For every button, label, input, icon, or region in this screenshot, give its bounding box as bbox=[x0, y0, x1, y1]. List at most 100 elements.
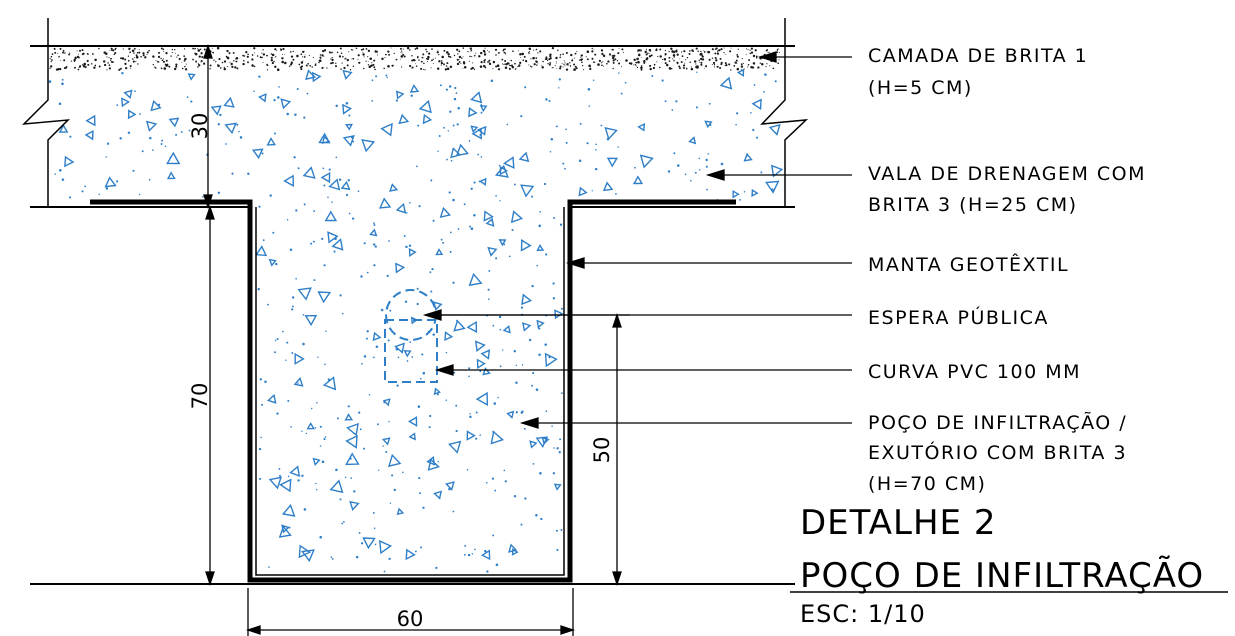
aggregate-grain bbox=[535, 388, 539, 391]
fine-gravel-grain bbox=[372, 63, 375, 66]
aggregate-grain bbox=[417, 124, 420, 127]
aggregate-grain bbox=[357, 190, 360, 193]
fine-gravel-grain bbox=[597, 63, 600, 66]
fine-gravel-grain bbox=[511, 65, 515, 69]
aggregate-grain bbox=[363, 447, 366, 450]
aggregate-grain bbox=[202, 195, 204, 198]
fine-gravel-grain bbox=[468, 60, 470, 62]
fine-gravel-grain bbox=[700, 63, 703, 66]
fine-gravel-grain bbox=[50, 55, 53, 58]
fine-gravel-grain bbox=[618, 48, 620, 49]
fine-gravel-grain bbox=[78, 53, 79, 55]
fine-gravel-grain bbox=[232, 51, 235, 54]
aggregate-grain bbox=[81, 190, 84, 193]
aggregate-grain bbox=[335, 104, 338, 108]
fine-gravel-grain bbox=[646, 57, 649, 59]
fine-gravel-grain bbox=[54, 51, 57, 54]
aggregate-grain bbox=[471, 553, 474, 555]
fine-gravel-grain bbox=[290, 55, 294, 58]
fine-gravel-grain bbox=[144, 56, 147, 59]
aggregate-grain bbox=[755, 136, 759, 139]
fine-gravel-grain bbox=[163, 58, 165, 60]
aggregate-grain bbox=[262, 239, 265, 242]
fine-gravel-grain bbox=[331, 61, 334, 64]
fine-gravel-grain bbox=[160, 57, 162, 60]
fine-gravel-grain bbox=[384, 57, 386, 59]
aggregate-grain bbox=[388, 240, 390, 242]
fine-gravel-grain bbox=[400, 55, 404, 58]
aggregate-grain bbox=[368, 393, 371, 396]
fine-gravel-grain bbox=[640, 68, 643, 71]
aggregate-grain bbox=[456, 319, 458, 322]
fine-gravel-grain bbox=[223, 66, 225, 69]
fine-gravel-grain bbox=[484, 47, 486, 49]
aggregate-grain bbox=[511, 228, 514, 232]
fine-gravel-grain bbox=[135, 55, 139, 59]
fine-gravel-grain bbox=[362, 53, 365, 56]
aggregate-grain bbox=[335, 468, 338, 472]
fine-gravel-grain bbox=[750, 66, 753, 69]
aggregate-grain bbox=[239, 136, 243, 139]
leader-lines bbox=[422, 51, 852, 429]
fine-gravel-grain bbox=[637, 49, 640, 52]
aggregate-stone bbox=[395, 90, 405, 100]
dim-50-text: 50 bbox=[590, 437, 614, 464]
fine-gravel-grain bbox=[636, 66, 639, 69]
fine-gravel-grain bbox=[77, 68, 80, 71]
fine-gravel-grain bbox=[504, 63, 506, 65]
fine-gravel-grain bbox=[266, 69, 269, 71]
aggregate-grain bbox=[559, 438, 562, 441]
aggregate-grain bbox=[296, 88, 299, 90]
aggregate-grain bbox=[331, 201, 333, 203]
fine-gravel-grain bbox=[645, 48, 647, 50]
fine-gravel-grain bbox=[719, 66, 722, 70]
aggregate-grain bbox=[497, 396, 499, 399]
fine-gravel-grain bbox=[674, 50, 676, 53]
fine-gravel-grain bbox=[428, 52, 431, 55]
aggregate-stone bbox=[84, 130, 94, 141]
aggregate-grain bbox=[562, 162, 565, 165]
aggregate-grain bbox=[324, 363, 326, 366]
aggregate-grain bbox=[600, 124, 603, 127]
fine-gravel-grain bbox=[521, 52, 524, 56]
fine-gravel-grain bbox=[108, 57, 110, 59]
fine-gravel-grain bbox=[408, 64, 412, 68]
fine-gravel-grain bbox=[723, 51, 725, 54]
fine-gravel-grain bbox=[124, 58, 127, 61]
aggregate-stone bbox=[468, 272, 483, 287]
fine-gravel-grain bbox=[663, 58, 667, 61]
fine-gravel-grain bbox=[761, 63, 764, 66]
aggregate-grain bbox=[164, 145, 167, 148]
aggregate-grain bbox=[360, 275, 363, 278]
fine-gravel-grain bbox=[511, 64, 513, 67]
fine-gravel-grain bbox=[714, 52, 717, 55]
fine-gravel-grain bbox=[611, 48, 614, 51]
aggregate-grain bbox=[524, 497, 527, 500]
aggregate-grain bbox=[565, 141, 568, 144]
aggregate-grain bbox=[305, 432, 308, 435]
aggregate-grain bbox=[373, 264, 376, 267]
fine-gravel-grain bbox=[231, 65, 234, 69]
fine-gravel-grain bbox=[578, 59, 581, 61]
aggregate-grain bbox=[247, 172, 250, 176]
fine-gravel-grain bbox=[581, 61, 583, 63]
fine-gravel-grain bbox=[420, 67, 423, 70]
fine-gravel-grain bbox=[338, 55, 341, 58]
aggregate-grain bbox=[532, 463, 535, 465]
fine-gravel-grain bbox=[717, 51, 719, 53]
aggregate-grain bbox=[303, 203, 306, 206]
aggregate-stone bbox=[470, 91, 483, 104]
aggregate-grain bbox=[323, 264, 326, 267]
aggregate-grain bbox=[520, 523, 523, 526]
aggregate-grain bbox=[374, 245, 377, 248]
fine-gravel-grain bbox=[462, 61, 466, 64]
aggregate-stone bbox=[444, 331, 454, 342]
fine-gravel-grain bbox=[676, 48, 678, 50]
fine-gravel-grain bbox=[414, 59, 416, 62]
fine-gravel-grain bbox=[496, 64, 500, 67]
aggregate-grain bbox=[506, 123, 509, 126]
fine-gravel-grain bbox=[644, 50, 647, 54]
fine-gravel-grain bbox=[78, 49, 82, 52]
fine-gravel-grain bbox=[724, 62, 727, 65]
fine-gravel-grain bbox=[488, 62, 492, 66]
